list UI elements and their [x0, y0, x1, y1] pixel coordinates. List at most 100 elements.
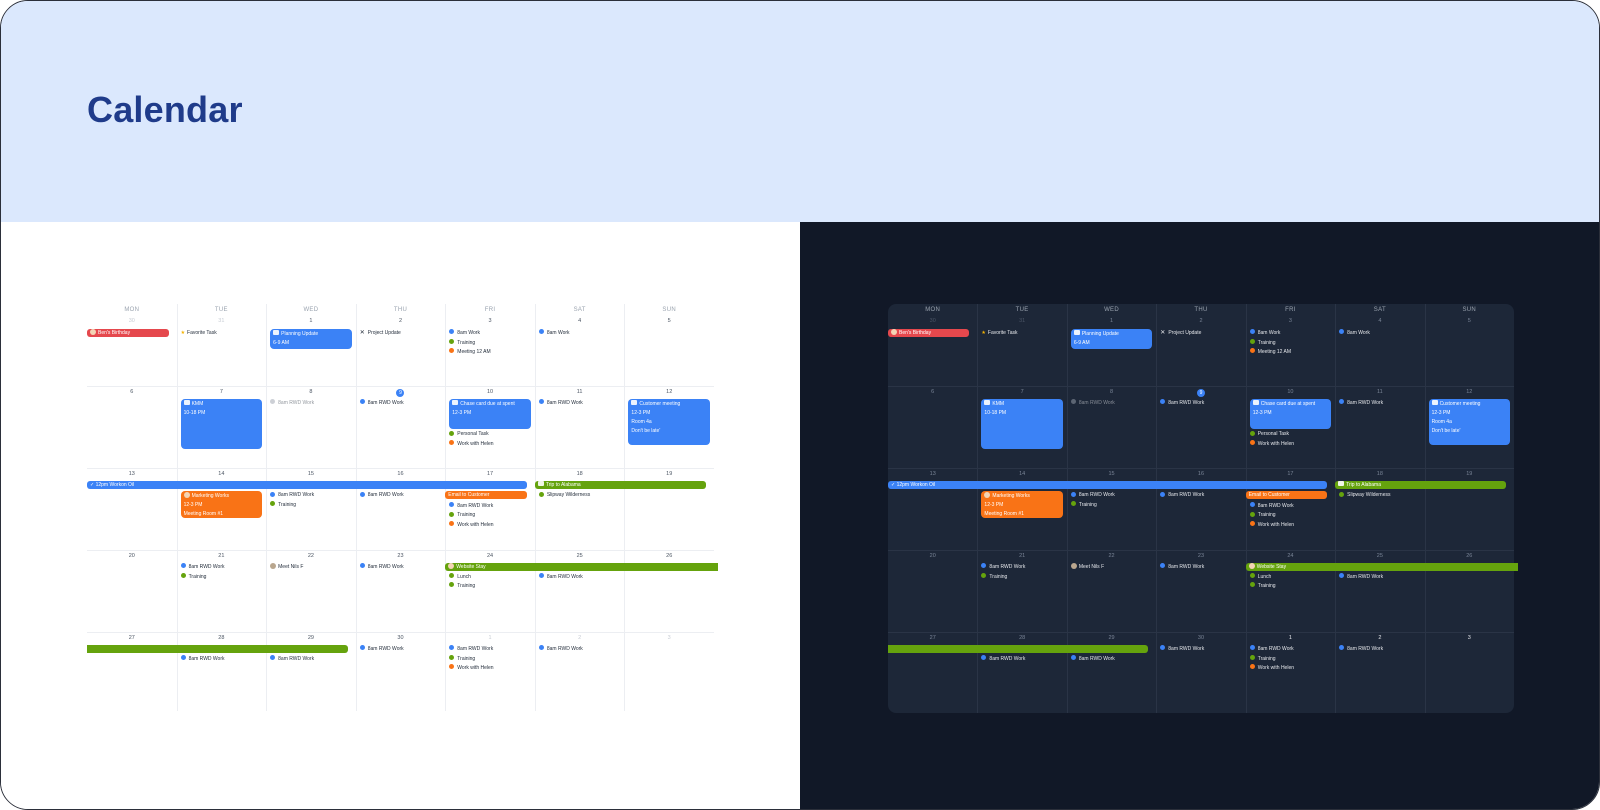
- day-number[interactable]: 19: [1466, 471, 1473, 477]
- day-number[interactable]: 3: [1288, 318, 1292, 324]
- event-item[interactable]: 8am RWD Work: [1339, 645, 1383, 653]
- event-item[interactable]: 8am RWD Work: [359, 491, 404, 499]
- birthday-event[interactable]: Ben's Birthday: [888, 329, 970, 337]
- event-item[interactable]: 8am RWD Work: [449, 645, 493, 653]
- event-item[interactable]: 8am RWD Work: [270, 654, 314, 663]
- event-item[interactable]: 8am RWD Work: [270, 491, 314, 499]
- event-item[interactable]: 8am RWD Work: [1249, 645, 1294, 653]
- favorite-task-event[interactable]: ★ Favorite Task: [181, 329, 217, 337]
- day-number[interactable]: 18: [1376, 471, 1383, 477]
- day-number[interactable]: 23: [1197, 553, 1205, 559]
- event-item-muted[interactable]: 8am RWD Work: [1070, 399, 1115, 407]
- day-number[interactable]: 6: [931, 389, 935, 395]
- day-number[interactable]: 15: [1108, 471, 1115, 477]
- event-item[interactable]: Training: [449, 582, 475, 590]
- day-number[interactable]: 15: [307, 471, 314, 477]
- event-item[interactable]: Training: [981, 572, 1007, 581]
- event-item[interactable]: Training: [449, 338, 475, 347]
- day-number[interactable]: 26: [666, 553, 673, 559]
- website-stay-event[interactable]: Website Stay: [445, 563, 718, 571]
- event-item[interactable]: 8am RWD Work: [449, 502, 493, 510]
- day-number[interactable]: 23: [397, 553, 404, 559]
- event-item-muted[interactable]: 8am RWD Work: [270, 399, 314, 407]
- customer-meeting-event[interactable]: Customer meeting 12-3 PM Room 4a Don't be l…: [1428, 399, 1510, 445]
- event-item[interactable]: Training: [1249, 338, 1276, 347]
- event-item[interactable]: Work with Helen: [449, 664, 494, 672]
- day-number[interactable]: 26: [1466, 553, 1473, 559]
- day-number[interactable]: 2: [1378, 635, 1382, 641]
- event-item[interactable]: Work with Helen: [449, 440, 494, 448]
- event-item[interactable]: Lunch: [1249, 572, 1271, 581]
- event-item[interactable]: 8am RWD Work: [359, 645, 404, 653]
- event-item[interactable]: Meeting 12 AM: [449, 348, 491, 356]
- day-number[interactable]: 31: [1019, 318, 1026, 324]
- event-item[interactable]: 8am RWD Work: [1160, 491, 1204, 499]
- event-item[interactable]: 8am RWD Work: [981, 654, 1025, 663]
- day-number[interactable]: 17: [1287, 471, 1294, 477]
- day-number[interactable]: 20: [128, 553, 135, 559]
- trip-event[interactable]: Trip to Alabama: [534, 481, 706, 489]
- day-number[interactable]: 1: [1288, 635, 1292, 641]
- day-number[interactable]: 29: [307, 635, 314, 641]
- marketing-works-event[interactable]: Marketing Works 12-3 PM Meeting Room #1: [180, 491, 263, 519]
- day-number[interactable]: 20: [929, 553, 936, 559]
- continuation-bar[interactable]: [87, 645, 348, 653]
- meet-event[interactable]: Meet Nils F: [270, 562, 303, 571]
- kmm-event[interactable]: KMM 10-18 PM: [981, 399, 1063, 449]
- day-number[interactable]: 21: [1019, 553, 1026, 559]
- event-item[interactable]: 8am RWD Work: [359, 563, 404, 571]
- day-number[interactable]: 9: [356, 389, 446, 397]
- day-number[interactable]: 1: [309, 318, 313, 324]
- event-item[interactable]: 8am RWD Work: [180, 654, 225, 663]
- event-item[interactable]: Training: [1070, 501, 1097, 509]
- email-customer-event[interactable]: Email to Customer: [445, 491, 527, 500]
- day-number[interactable]: 19: [666, 471, 673, 477]
- event-item[interactable]: 8am RWD Work: [1339, 572, 1383, 581]
- day-number[interactable]: 8: [1110, 389, 1114, 395]
- event-item[interactable]: Lunch: [449, 572, 471, 581]
- day-number[interactable]: 24: [487, 553, 494, 559]
- event-item[interactable]: Personal Task: [1249, 430, 1289, 438]
- marketing-works-event[interactable]: Marketing Works 12-3 PM Meeting Room #1: [981, 491, 1063, 519]
- workshop-event[interactable]: ✓ 12pm Workon Oil: [87, 481, 527, 489]
- event-item[interactable]: 8am RWD Work: [1160, 645, 1204, 653]
- project-update-event[interactable]: ✕ Project Update: [1160, 329, 1201, 337]
- day-number[interactable]: 1: [1110, 318, 1114, 324]
- day-number[interactable]: 11: [576, 389, 583, 395]
- day-number[interactable]: 3: [488, 318, 492, 324]
- event-item[interactable]: Slipway Wilderness: [1339, 491, 1391, 499]
- event-item[interactable]: 8am RWD Work: [1339, 399, 1383, 407]
- day-number[interactable]: 30: [929, 318, 936, 324]
- birthday-event[interactable]: Ben's Birthday: [87, 329, 169, 337]
- day-number[interactable]: 4: [578, 318, 582, 324]
- event-item[interactable]: 8am Work: [538, 329, 570, 337]
- day-number[interactable]: 5: [667, 318, 671, 324]
- planning-update-event[interactable]: Planning Update 6-9 AM: [1070, 329, 1153, 349]
- event-item[interactable]: Training: [449, 654, 475, 663]
- event-item[interactable]: 8am RWD Work: [1160, 563, 1204, 571]
- planning-update-event[interactable]: Planning Update 6-9 AM: [270, 329, 352, 349]
- event-item[interactable]: 8am RWD Work: [1070, 491, 1115, 499]
- event-item[interactable]: 8am RWD Work: [1070, 654, 1115, 663]
- day-number[interactable]: 18: [576, 471, 583, 477]
- event-item[interactable]: 8am RWD Work: [538, 572, 583, 581]
- event-item[interactable]: Slipway Wilderness: [538, 491, 590, 499]
- event-item[interactable]: Work with Helen: [1249, 521, 1294, 529]
- project-update-event[interactable]: ✕ Project Update: [360, 329, 401, 337]
- event-item[interactable]: Personal Task: [449, 430, 489, 438]
- day-number[interactable]: 12: [1466, 389, 1473, 395]
- event-item[interactable]: 8am RWD Work: [538, 399, 583, 407]
- day-number[interactable]: 7: [219, 389, 223, 395]
- event-item[interactable]: 8am Work: [1339, 329, 1370, 337]
- event-item[interactable]: Training: [1249, 511, 1276, 519]
- event-item[interactable]: Training: [270, 501, 296, 509]
- workshop-event[interactable]: ✓ 12pm Workon Oil: [888, 481, 1328, 489]
- day-number[interactable]: 4: [1378, 318, 1382, 324]
- day-number[interactable]: 13: [128, 471, 135, 477]
- trip-event[interactable]: Trip to Alabama: [1335, 481, 1506, 489]
- day-number[interactable]: 10: [487, 389, 494, 395]
- day-number[interactable]: 2: [398, 318, 403, 324]
- event-item[interactable]: 8am Work: [1249, 329, 1280, 337]
- continuation-bar[interactable]: [888, 645, 1149, 653]
- day-number[interactable]: 30: [1197, 635, 1205, 641]
